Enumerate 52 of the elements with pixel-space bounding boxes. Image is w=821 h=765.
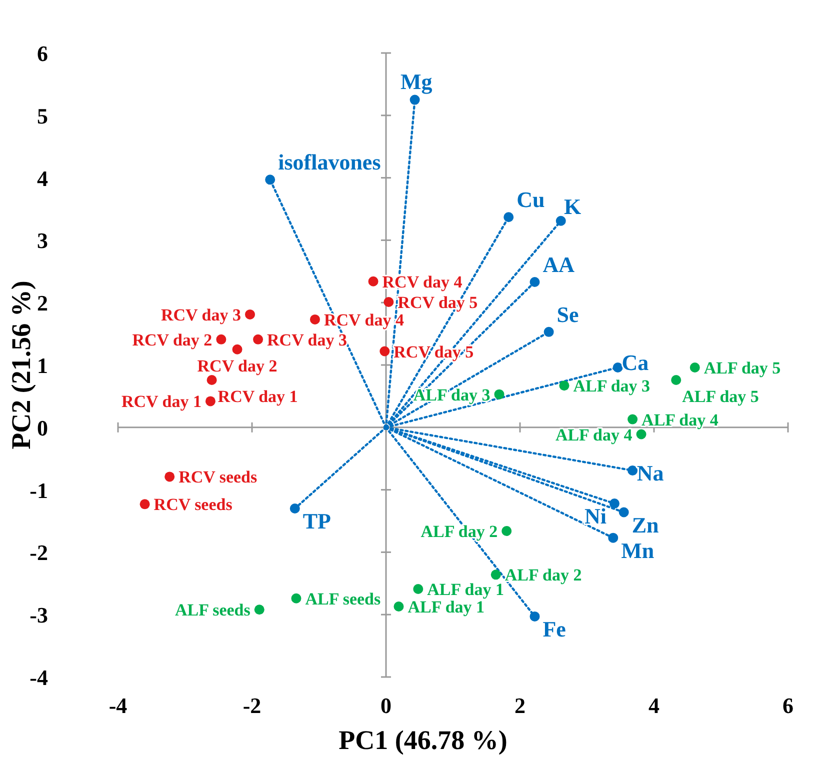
x-axis-title: PC1 (46.78 %) [338,725,508,755]
series-label: ALF day 4 [642,410,719,430]
series-label: ALF seeds [174,600,251,620]
x-tick-label: 4 [648,693,660,718]
series-label: ALF day 5 [704,358,781,378]
y-tick-label: -1 [30,478,48,503]
x-tick-label: -2 [242,693,262,718]
series-label: RCV day 1 [121,392,202,412]
series-label: ALF day 3 [573,376,650,396]
series-label: Zn [632,512,659,538]
series-label: K [564,194,582,220]
series-label: isoflavones [278,150,382,175]
y-tick-label: 6 [37,41,48,66]
series-label: Fe [542,616,566,642]
y-tick-label: -4 [30,665,48,690]
series-label: ALF seeds [305,589,381,608]
y-tick-label: 2 [37,290,48,316]
y-tick-label: -3 [30,602,48,628]
series-label: Se [556,302,580,327]
series-label: ALF day 4 [555,425,633,444]
y-axis-title: PC2 (21.56 %) [6,280,36,450]
series-label: RCV day 3 [161,305,241,324]
series-label: RCV day 2 [197,356,278,376]
series-label: RCV day 4 [382,272,463,292]
y-tick-label: 4 [37,166,48,191]
series-label: RCV seeds [178,468,258,487]
series-label: Na [636,460,664,486]
series-label: Ni [584,504,606,529]
series-label: Mg [400,68,432,94]
y-tick-label: 1 [37,353,48,378]
x-tick-label: 2 [514,693,526,718]
series-label: RCV day 1 [218,386,298,406]
series-label: ALF day 2 [420,522,498,541]
x-tick-label: 0 [380,693,392,718]
series-label: RCV seeds [154,495,233,514]
series-label: TP [302,508,332,534]
series-label: RCV day 2 [132,330,212,350]
series-label: RCV day 3 [267,330,348,350]
series-label: ALF day 5 [682,386,759,406]
y-tick-label: 0 [37,415,48,440]
series-label: ALF day 2 [504,566,582,585]
y-tick-label: 5 [37,103,48,128]
series-label: AA [542,252,575,278]
x-tick-label: -4 [108,693,128,718]
series-label: Ca [622,350,649,375]
series-label: Cu [516,187,545,212]
y-tick-label: 3 [37,228,48,254]
series-label: ALF day 1 [427,580,504,600]
series-label: RCV day 4 [324,310,404,330]
series-label: Mn [621,538,654,563]
y-tick-label: -2 [30,540,48,566]
x-tick-label: 6 [782,693,794,718]
